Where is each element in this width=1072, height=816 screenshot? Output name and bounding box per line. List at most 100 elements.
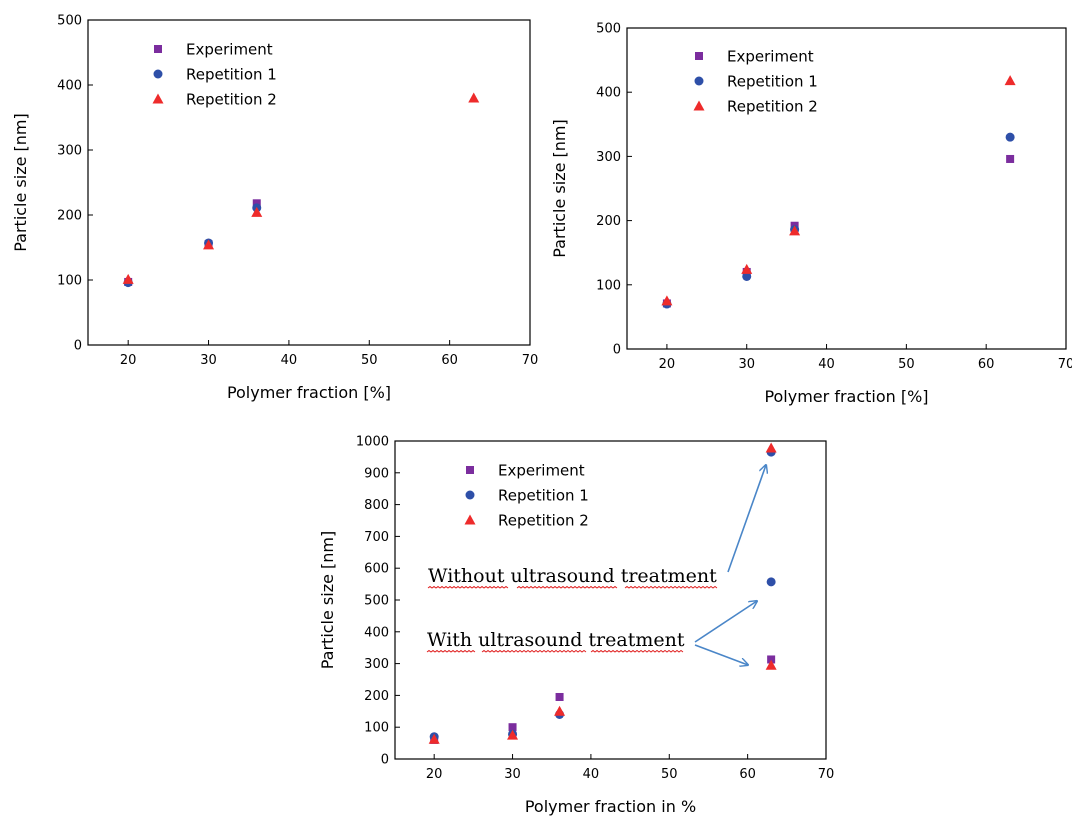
chart-1: 20 30 40 50 60 70 0 100 200 300 400 500 Polymer frac… bbox=[11, 14, 538, 403]
y-tick-label: 100 bbox=[57, 274, 82, 289]
annotation-arrow bbox=[694, 601, 757, 643]
plot-frame bbox=[87, 19, 531, 346]
y-tick-label: 300 bbox=[596, 150, 621, 165]
x-tick-label: 60 bbox=[739, 767, 756, 782]
legend-label: Experiment bbox=[727, 48, 814, 66]
annotations: Without ultrasound treatment With ultraso… bbox=[426, 465, 766, 665]
y-tick-label: 100 bbox=[364, 721, 389, 736]
spellcheck-underline bbox=[427, 585, 509, 589]
data-point bbox=[508, 723, 517, 732]
y-tick-label: 500 bbox=[57, 14, 82, 29]
spellcheck-underline bbox=[426, 649, 476, 653]
y-tick-label: 300 bbox=[57, 144, 82, 159]
chart-2: 20 30 40 50 60 70 0 100 200 300 400 500 Polymer frac… bbox=[550, 22, 1072, 407]
x-tick-label: 70 bbox=[1058, 357, 1072, 372]
y-axis-title: Particle size [nm] bbox=[11, 113, 30, 252]
y-tick-label: 0 bbox=[381, 753, 389, 768]
annotation-arrow bbox=[727, 465, 766, 573]
legend: Experiment Repetition 1 Repetition 2 bbox=[693, 48, 818, 116]
data-point bbox=[251, 206, 263, 217]
x-tick-label: 50 bbox=[661, 767, 678, 782]
x-tick-label: 40 bbox=[818, 357, 835, 372]
x-tick-label: 30 bbox=[738, 357, 755, 372]
spellcheck-underline bbox=[481, 649, 587, 653]
data-point bbox=[203, 239, 215, 250]
series-repetition-2 bbox=[122, 92, 480, 284]
y-tick-label: 200 bbox=[57, 209, 82, 224]
y-axis-title: Particle size [nm] bbox=[550, 119, 569, 258]
series-repetition-2 bbox=[661, 75, 1016, 306]
y-tick-label: 800 bbox=[364, 498, 389, 513]
legend-marker bbox=[464, 514, 476, 525]
legend: Experiment Repetition 1 Repetition 2 bbox=[152, 41, 277, 109]
annotation-label: Without ultrasound treatment bbox=[428, 565, 717, 587]
y-tick-label: 500 bbox=[364, 594, 389, 609]
plot-frame bbox=[626, 27, 1067, 350]
y-tick-label: 200 bbox=[364, 689, 389, 704]
legend-marker bbox=[466, 466, 474, 474]
legend-label: Repetition 2 bbox=[498, 512, 589, 530]
x-tick-label: 60 bbox=[441, 353, 458, 368]
y-tick-label: 700 bbox=[364, 530, 389, 545]
y-tick-label: 1000 bbox=[356, 435, 389, 450]
x-tick-label: 40 bbox=[583, 767, 600, 782]
y-tick-label: 900 bbox=[364, 466, 389, 481]
y-tick-label: 500 bbox=[596, 22, 621, 37]
legend-label: Repetition 1 bbox=[186, 66, 277, 84]
x-tick-label: 60 bbox=[978, 357, 995, 372]
spellcheck-underline bbox=[590, 649, 684, 653]
data-point bbox=[742, 271, 752, 281]
data-point bbox=[741, 263, 753, 274]
legend-label: Repetition 2 bbox=[727, 98, 818, 116]
y-tick-label: 200 bbox=[596, 214, 621, 229]
legend: Experiment Repetition 1 Repetition 2 bbox=[464, 462, 589, 530]
annotation-arrow bbox=[694, 644, 748, 665]
data-point bbox=[765, 659, 777, 670]
y-tick-label: 400 bbox=[57, 79, 82, 94]
data-point bbox=[789, 225, 801, 236]
series-experiment bbox=[662, 154, 1015, 308]
x-tick-label: 70 bbox=[818, 767, 835, 782]
x-tick-label: 20 bbox=[426, 767, 443, 782]
x-tick-label: 40 bbox=[281, 353, 298, 368]
data-point bbox=[1004, 75, 1016, 86]
data-point bbox=[1005, 132, 1015, 142]
y-tick-label: 600 bbox=[364, 562, 389, 577]
y-tick-label: 100 bbox=[596, 278, 621, 293]
legend-label: Experiment bbox=[186, 41, 273, 59]
legend-label: Repetition 1 bbox=[727, 73, 818, 91]
legend-label: Experiment bbox=[498, 462, 585, 480]
data-point bbox=[765, 442, 777, 453]
data-point bbox=[555, 692, 564, 701]
x-tick-label: 30 bbox=[504, 767, 521, 782]
data-point bbox=[767, 655, 776, 664]
y-tick-label: 400 bbox=[364, 625, 389, 640]
x-tick-label: 20 bbox=[120, 353, 137, 368]
legend-marker bbox=[465, 490, 475, 500]
y-tick-label: 400 bbox=[596, 86, 621, 101]
spellcheck-underline bbox=[624, 585, 718, 589]
legend-label: Repetition 1 bbox=[498, 487, 589, 505]
x-tick-label: 20 bbox=[659, 357, 676, 372]
x-axis-title: Polymer fraction in % bbox=[525, 797, 696, 816]
data-point bbox=[766, 577, 776, 587]
x-tick-label: 30 bbox=[200, 353, 217, 368]
legend-marker bbox=[154, 45, 162, 53]
x-tick-label: 50 bbox=[898, 357, 915, 372]
x-tick-label: 50 bbox=[361, 353, 378, 368]
legend-marker bbox=[694, 76, 704, 86]
data-point bbox=[1006, 154, 1015, 163]
data-point bbox=[252, 199, 261, 208]
spellcheck-underline bbox=[516, 585, 618, 589]
series-experiment bbox=[124, 199, 261, 286]
y-tick-label: 0 bbox=[74, 339, 82, 354]
series-repetition-1 bbox=[662, 132, 1015, 309]
y-axis-title: Particle size [nm] bbox=[318, 531, 337, 670]
y-tick-label: 300 bbox=[364, 657, 389, 672]
series-repetition-1 bbox=[429, 447, 776, 742]
legend-marker bbox=[152, 93, 164, 104]
chart-3: 20 30 40 50 60 700100200300400500600700800900… bbox=[318, 435, 834, 816]
x-axis-title: Polymer fraction [%] bbox=[764, 387, 928, 406]
annotation-label: With ultrasound treatment bbox=[427, 629, 685, 651]
